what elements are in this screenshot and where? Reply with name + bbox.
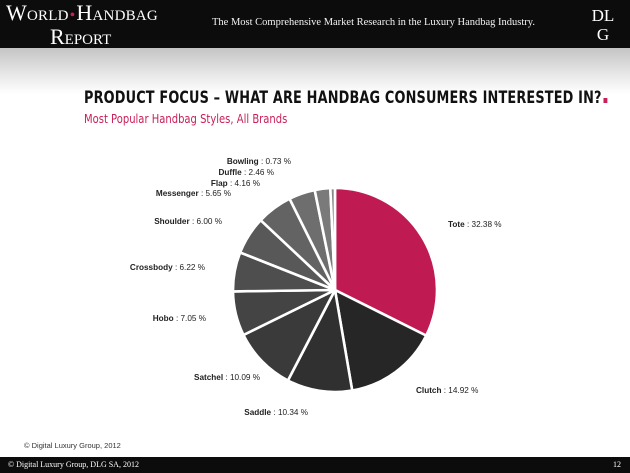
title-accent-square-icon <box>603 98 608 103</box>
pie-label-flap: Flap : 4.16 % <box>211 179 260 188</box>
pie-label-crossbody: Crossbody : 6.22 % <box>130 263 205 272</box>
pie-label-clutch: Clutch : 14.92 % <box>416 386 478 395</box>
pie-label-shoulder: Shoulder : 6.00 % <box>154 217 222 226</box>
pie-label-hobo: Hobo : 7.05 % <box>153 314 206 323</box>
copyright-note: © Digital Luxury Group, 2012 <box>24 441 121 450</box>
pie-label-tote: Tote : 32.38 % <box>448 220 502 229</box>
header-bar: World•Handbag Report The Most Comprehens… <box>0 0 630 63</box>
pie-label-bowling: Bowling : 0.73 % <box>227 157 291 166</box>
pie-label-duffle: Duffle : 2.46 % <box>218 168 274 177</box>
header-gradient-band <box>0 48 630 94</box>
page-number: 12 <box>613 460 621 469</box>
slide-subtitle: Most Popular Handbag Styles, All Brands <box>84 111 288 126</box>
pie-label-messenger: Messenger : 5.65 % <box>156 189 231 198</box>
pie-slice-clutch <box>333 288 428 392</box>
brand-dot-icon: • <box>69 7 76 24</box>
footer-text: © Digital Luxury Group, DLG SA, 2012 <box>8 460 139 469</box>
pie-label-saddle: Saddle : 10.34 % <box>244 408 308 417</box>
dlg-logo-letter: G <box>596 25 610 44</box>
brand-word-report: Report <box>50 24 112 49</box>
footer-bar: © Digital Luxury Group, DLG SA, 2012 12 <box>0 457 630 473</box>
dlg-logo-line1: DL <box>591 6 615 25</box>
brand-word-handbag: Handbag <box>76 0 158 25</box>
pie-label-satchel: Satchel : 10.09 % <box>194 373 260 382</box>
brand-word-world: World <box>6 0 69 25</box>
pie-labels: Tote : 32.38 % Clutch : 14.92 % Saddle : 1… <box>130 157 502 417</box>
slide-title-text: PRODUCT FOCUS – WHAT ARE HANDBAG CONSUME… <box>84 88 602 107</box>
slide-title: PRODUCT FOCUS – WHAT ARE HANDBAG CONSUME… <box>84 88 608 107</box>
pie-slices <box>231 186 439 394</box>
pie-slice-tote <box>333 186 439 337</box>
pie-slice-bowling <box>329 186 337 292</box>
header-tagline: The Most Comprehensive Market Research i… <box>212 17 535 28</box>
brand-logo: World•Handbag Report <box>6 0 158 49</box>
